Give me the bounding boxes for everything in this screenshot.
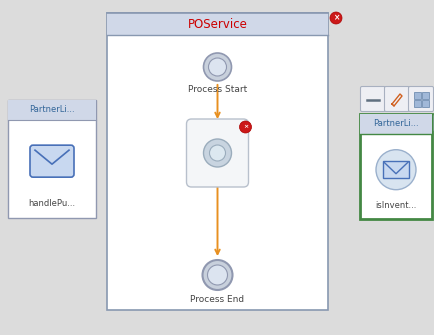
Circle shape — [209, 145, 225, 161]
FancyBboxPatch shape — [413, 100, 420, 107]
FancyBboxPatch shape — [8, 100, 96, 120]
FancyBboxPatch shape — [107, 13, 327, 310]
Text: handlePu...: handlePu... — [28, 200, 76, 208]
FancyBboxPatch shape — [421, 92, 428, 99]
Text: PartnerLi...: PartnerLi... — [372, 120, 418, 129]
FancyBboxPatch shape — [408, 86, 433, 112]
Circle shape — [208, 58, 226, 76]
Text: ×: × — [242, 125, 247, 130]
Text: POService: POService — [187, 17, 247, 30]
Circle shape — [203, 139, 231, 167]
Text: isInvent...: isInvent... — [375, 201, 416, 209]
FancyBboxPatch shape — [107, 13, 327, 35]
FancyBboxPatch shape — [382, 161, 408, 178]
FancyBboxPatch shape — [360, 86, 385, 112]
Circle shape — [207, 265, 227, 285]
Circle shape — [239, 121, 251, 133]
Circle shape — [203, 53, 231, 81]
Circle shape — [329, 12, 341, 24]
Text: Process Start: Process Start — [187, 85, 247, 94]
FancyBboxPatch shape — [413, 92, 420, 99]
FancyBboxPatch shape — [421, 100, 428, 107]
FancyBboxPatch shape — [186, 119, 248, 187]
Text: PartnerLi...: PartnerLi... — [29, 106, 75, 115]
FancyBboxPatch shape — [8, 100, 96, 218]
FancyBboxPatch shape — [384, 86, 408, 112]
FancyBboxPatch shape — [359, 114, 431, 219]
Circle shape — [375, 150, 415, 190]
Text: Process End: Process End — [190, 294, 244, 304]
FancyBboxPatch shape — [359, 114, 431, 134]
Text: ×: × — [332, 13, 339, 22]
Circle shape — [202, 260, 232, 290]
FancyBboxPatch shape — [433, 115, 434, 131]
FancyBboxPatch shape — [30, 145, 74, 177]
